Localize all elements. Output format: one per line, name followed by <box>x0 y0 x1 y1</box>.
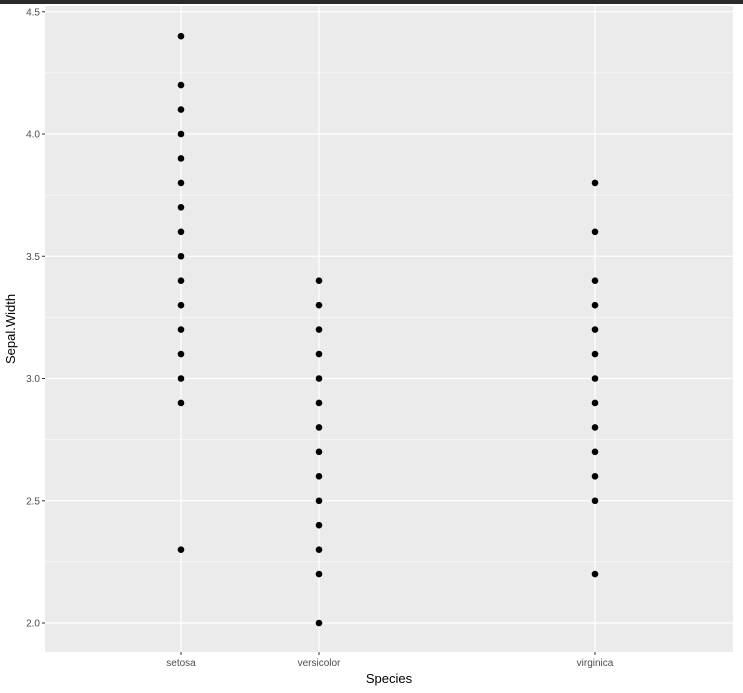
data-point <box>315 497 323 505</box>
data-point <box>591 473 599 480</box>
data-point <box>177 252 185 260</box>
x-tick-label: setosa <box>166 658 196 669</box>
data-point <box>177 32 185 40</box>
data-point <box>315 448 323 456</box>
window-top-border <box>0 0 743 4</box>
data-point <box>591 399 599 407</box>
data-point <box>177 155 185 162</box>
data-point <box>591 228 599 236</box>
plot-panel <box>45 6 733 652</box>
data-point <box>315 326 323 333</box>
y-tick-label: 4.5 <box>26 7 40 18</box>
x-axis: setosa versicolor virginica <box>166 652 614 669</box>
data-point <box>315 399 323 407</box>
data-point <box>315 350 323 358</box>
data-point <box>591 424 599 431</box>
data-point <box>315 424 323 431</box>
data-point <box>591 326 599 333</box>
data-point <box>591 301 599 309</box>
data-point <box>315 570 323 578</box>
y-tick-label: 2.0 <box>26 619 40 630</box>
x-axis-title: Species <box>366 671 413 686</box>
data-point <box>315 546 323 553</box>
data-point <box>315 277 323 285</box>
data-points <box>177 32 599 627</box>
y-axis: 2.0 2.5 3.0 3.5 4.0 4.5 <box>26 7 45 630</box>
data-point <box>315 619 323 627</box>
data-point <box>177 399 185 407</box>
x-tick-label: versicolor <box>298 658 341 669</box>
data-point <box>177 546 185 553</box>
data-point <box>177 277 185 285</box>
data-point <box>591 350 599 358</box>
y-tick-label: 3.5 <box>26 252 40 263</box>
data-point <box>177 228 185 236</box>
data-point <box>591 448 599 456</box>
y-tick-label: 2.5 <box>26 496 40 507</box>
minor-gridlines <box>45 72 733 563</box>
data-point <box>177 130 185 138</box>
data-point <box>591 570 599 578</box>
data-point <box>315 521 323 529</box>
data-point <box>177 204 185 211</box>
data-point <box>177 350 185 358</box>
data-point <box>177 301 185 309</box>
data-point <box>177 106 185 113</box>
data-point <box>177 81 185 89</box>
data-point <box>315 473 323 480</box>
data-point <box>591 497 599 505</box>
y-axis-title: Sepal.Width <box>3 294 18 364</box>
y-tick-label: 4.0 <box>26 130 40 141</box>
data-point <box>591 277 599 285</box>
data-point <box>177 179 185 187</box>
y-tick-label: 3.0 <box>26 374 40 385</box>
data-point <box>177 375 185 382</box>
data-point <box>315 301 323 309</box>
data-point <box>315 375 323 382</box>
data-point <box>591 375 599 382</box>
data-point <box>177 326 185 333</box>
data-point <box>591 179 599 187</box>
x-tick-label: virginica <box>577 658 614 669</box>
